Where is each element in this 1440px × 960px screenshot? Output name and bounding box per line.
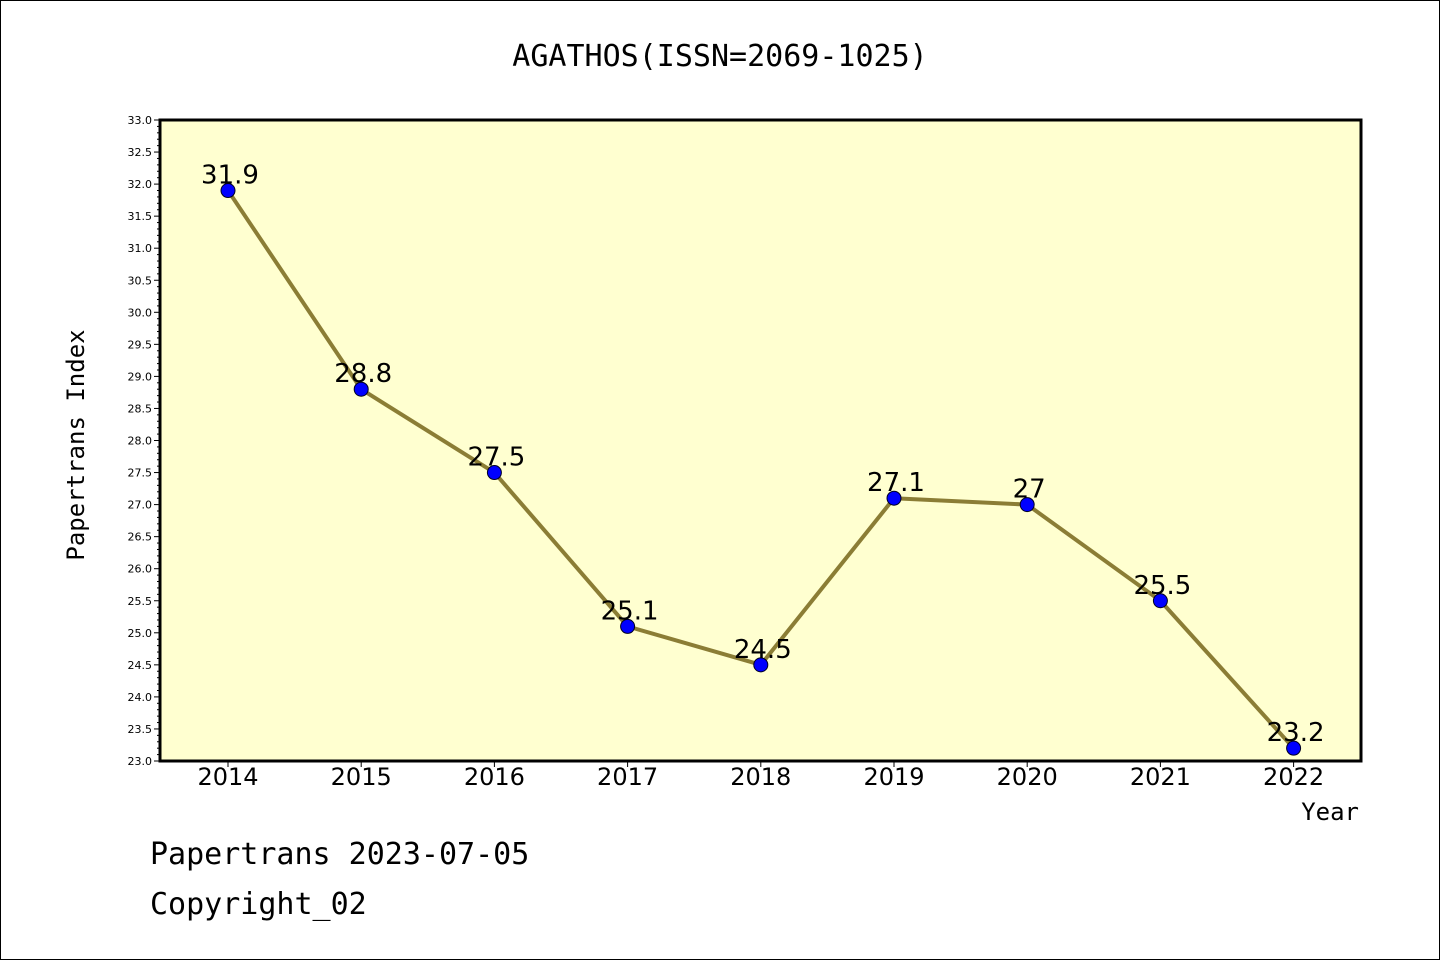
x-tick-label: 2019 (863, 763, 924, 791)
y-tick-label: 30.5 (128, 274, 153, 287)
y-tick-label: 27.5 (128, 467, 153, 480)
y-tick-label: 27.0 (128, 499, 153, 512)
y-tick-label: 24.5 (128, 659, 153, 672)
data-point (486, 465, 502, 481)
x-tick-label: 2015 (331, 763, 392, 791)
data-point (753, 657, 769, 673)
x-tick-label: 2016 (464, 763, 525, 791)
x-axis-title: Year (1301, 798, 1359, 826)
x-axis: 2014 2015 2016 2017 2018 2019 2020 2021 2022 (197, 761, 1324, 791)
data-label: 31.9 (201, 161, 259, 191)
y-tick-label: 28.0 (128, 435, 153, 448)
y-tick-label: 28.5 (128, 402, 153, 415)
x-tick-label: 2020 (997, 763, 1058, 791)
x-tick-label: 2014 (197, 763, 258, 791)
y-axis: 23.0 23.5 24.0 24.5 25.0 25.5 26.0 26.5 27.0 27.5… (128, 114, 160, 768)
y-tick-label: 26.0 (128, 563, 153, 576)
plot-area (158, 118, 1363, 763)
chart-title: AGATHOS(ISSN=2069-1025) (512, 39, 927, 74)
data-point (1152, 593, 1168, 609)
data-point (1019, 497, 1035, 513)
x-tick-label: 2022 (1263, 763, 1324, 791)
footer-date: Papertrans 2023-07-05 (150, 837, 529, 872)
footer-copyright: Copyright_02 (150, 887, 367, 922)
y-tick-label: 30.0 (128, 306, 153, 319)
data-label: 27 (1013, 475, 1046, 505)
data-point (886, 490, 902, 506)
y-tick-label: 26.5 (128, 531, 153, 544)
data-label: 25.5 (1133, 571, 1191, 601)
x-tick-label: 2017 (597, 763, 658, 791)
y-tick-label: 24.0 (128, 691, 153, 704)
data-label: 23.2 (1267, 718, 1325, 748)
y-axis-title: Papertrans Index (62, 329, 90, 560)
y-tick-label: 23.5 (128, 723, 153, 736)
data-label: 28.8 (334, 359, 392, 389)
y-tick-label: 32.5 (128, 146, 153, 159)
data-label: 27.5 (467, 443, 525, 473)
x-tick-label: 2021 (1130, 763, 1191, 791)
y-tick-label: 32.0 (128, 178, 153, 191)
y-tick-label: 23.0 (128, 755, 153, 768)
x-tick-label: 2018 (730, 763, 791, 791)
y-tick-label: 33.0 (128, 114, 153, 127)
data-labels: 31.9 28.8 27.5 25.1 24.5 27.1 27 25.5 23.2 (201, 161, 1324, 749)
data-label: 24.5 (734, 635, 792, 665)
data-point (620, 618, 636, 634)
data-point (353, 381, 369, 397)
y-tick-label: 29.5 (128, 338, 153, 351)
y-tick-label: 25.5 (128, 595, 153, 608)
y-tick-label: 29.0 (128, 370, 153, 383)
data-point (220, 183, 236, 199)
y-tick-label: 25.0 (128, 627, 153, 640)
y-tick-label: 31.0 (128, 242, 153, 255)
data-label: 25.1 (601, 596, 659, 626)
data-point (1286, 740, 1302, 756)
series-group (220, 183, 1302, 756)
data-label: 27.1 (867, 468, 925, 498)
y-tick-label: 31.5 (128, 210, 153, 223)
